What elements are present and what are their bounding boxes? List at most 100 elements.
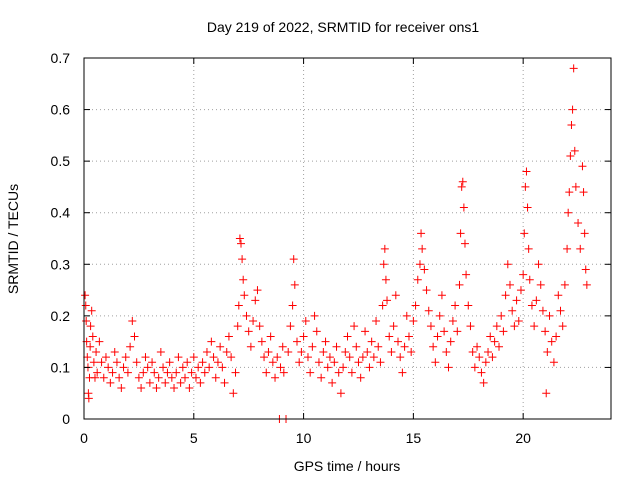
data-point [345,353,354,362]
data-point [150,368,159,377]
data-point [455,280,464,289]
data-point [290,280,299,289]
data-point [365,363,374,372]
data-point [486,332,495,341]
data-point [167,373,176,382]
y-tick-label: 0.5 [51,153,71,169]
data-point [369,353,378,362]
data-point [477,368,486,377]
data-point [579,188,588,197]
data-point [82,317,91,326]
data-point [148,358,157,367]
data-point [306,368,315,377]
data-point [543,347,552,356]
x-tick-label: 20 [515,430,531,446]
data-point [301,317,310,326]
y-tick-label: 0.3 [51,256,71,272]
data-point [89,358,98,367]
data-point [512,296,521,305]
data-point [132,358,141,367]
data-point [211,373,220,382]
data-point [352,342,361,351]
data-point [330,358,339,367]
data-point [356,373,365,382]
x-axis-label: GPS time / hours [294,458,401,474]
data-point [426,322,435,331]
data-point [81,291,90,300]
data-point [170,384,179,393]
data-point [407,347,416,356]
data-point [541,327,550,336]
data-point [117,384,126,393]
data-point [361,327,370,336]
data-point [418,244,427,253]
data-point [145,378,154,387]
data-point [163,368,172,377]
data-point [181,373,190,382]
data-point [278,342,287,351]
y-axis-label: SRMTID / TECUs [5,184,21,294]
data-point [524,244,533,253]
data-point [165,358,174,367]
data-point [198,358,207,367]
data-point [172,368,181,377]
data-point [88,332,97,341]
data-point [286,322,295,331]
data-point [112,358,121,367]
data-point [288,301,297,310]
data-point [202,347,211,356]
data-point [462,270,471,279]
data-point [523,203,532,212]
data-point [257,337,266,346]
data-point [444,363,453,372]
data-point [86,342,95,351]
data-point [558,322,567,331]
data-point [83,353,92,362]
data-point [404,332,413,341]
data-point [237,239,246,248]
x-tick-label: 5 [190,430,198,446]
data-point [86,322,95,331]
data-point [499,327,508,336]
data-point [92,347,101,356]
data-points [81,64,591,423]
data-point [321,337,330,346]
data-point [276,363,285,372]
chart-title: Day 219 of 2022, SRMTID for receiver ons… [207,19,480,35]
data-point [527,301,536,310]
data-point [251,296,260,305]
data-point [253,286,262,295]
data-point [239,275,248,284]
data-point [299,332,308,341]
data-point [569,64,578,73]
data-point [334,368,343,377]
data-point [568,105,577,114]
data-point [189,353,198,362]
data-point [130,332,139,341]
data-point [547,337,556,346]
data-point [556,306,565,315]
data-point [244,327,253,336]
data-point [383,296,392,305]
data-point [196,378,205,387]
data-point [284,347,293,356]
data-point [93,368,102,377]
data-point [87,306,96,315]
data-point [90,373,99,382]
data-point [323,363,332,372]
data-point [104,363,113,372]
data-point [255,322,264,331]
data-point [501,291,510,300]
data-point [468,347,477,356]
data-point [488,353,497,362]
y-tick-label: 0.2 [51,308,71,324]
data-point [431,358,440,367]
data-point [415,260,424,269]
data-point [159,363,168,372]
data-point [227,353,236,362]
data-point [429,342,438,351]
data-point [328,378,337,387]
data-point [137,384,146,393]
data-point [207,337,216,346]
